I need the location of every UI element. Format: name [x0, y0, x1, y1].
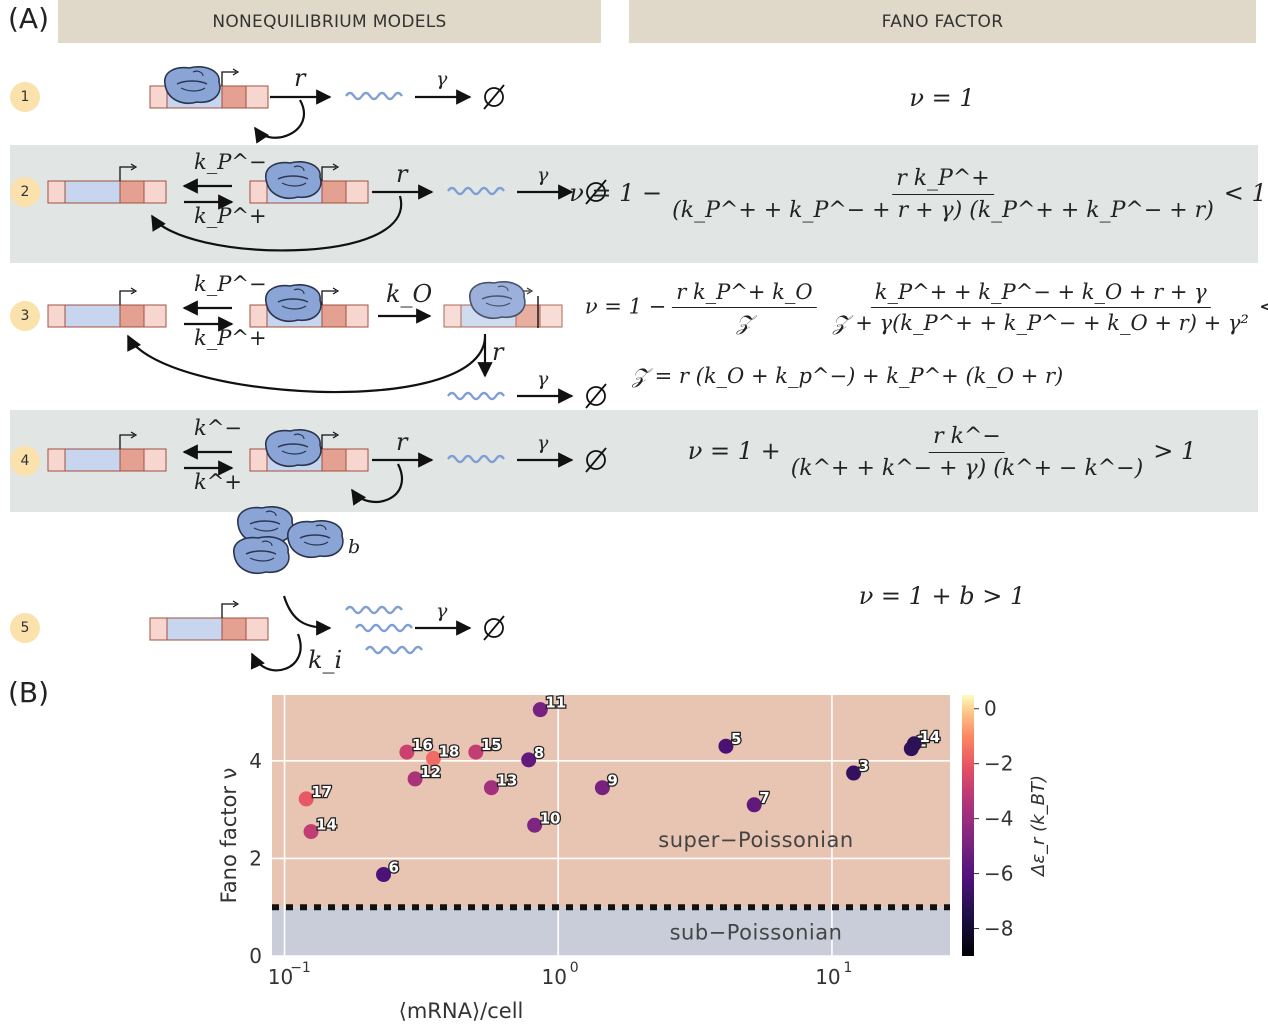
colorbar-label: Δε_r (k_BT): [1028, 775, 1049, 878]
y-axis-label: Fano factor ν: [217, 768, 241, 904]
y-tick-label: 0: [249, 944, 262, 968]
fano-equation-2: ν = 1 − r k_P^+ (k_P^+ + k_P^− + r + γ) (k…: [569, 166, 1267, 223]
model-4-badge: 4: [10, 446, 40, 476]
data-point: [906, 736, 922, 752]
point-label: 8: [534, 744, 544, 762]
point-label: 6: [389, 859, 399, 877]
sub-poissonian-region: [272, 907, 950, 956]
super-poissonian-label: super−Poissonian: [658, 828, 853, 852]
colorbar-tick-label: −8: [984, 917, 1013, 941]
z-definition: 𝒵 = r (k_O + k_p^−) + k_P^+ (k_O + r): [632, 364, 1064, 388]
point-label: 14: [316, 816, 337, 834]
x-axis-label: ⟨mRNA⟩/cell: [399, 999, 524, 1023]
model-2-band: [10, 145, 1258, 263]
x-tick-label: 10: [815, 965, 840, 989]
rate-k-minus-4: k^−: [194, 416, 242, 440]
rate-gamma-4: γ: [537, 432, 549, 454]
colorbar: [962, 695, 974, 956]
model-4-band: [10, 410, 1258, 512]
data-point: [376, 867, 392, 883]
point-label: 16: [412, 736, 433, 754]
data-point: [399, 744, 415, 760]
rate-k-plus-4: k^+: [194, 470, 242, 494]
data-point: [468, 744, 484, 760]
x-tick-label: 10: [268, 965, 293, 989]
point-label: 9: [607, 772, 617, 790]
rate-ki-5: k_i: [308, 646, 343, 674]
rate-gamma-1: γ: [436, 68, 448, 90]
rate-r-1: r: [294, 64, 306, 92]
data-point: [532, 702, 548, 718]
y-tick-label: 2: [249, 846, 262, 870]
point-label: 18: [438, 742, 459, 760]
model-1-badge: 1: [10, 82, 40, 112]
x-tick-exponent: 1: [843, 960, 852, 976]
rate-kp-plus-3: k_P^+: [194, 326, 267, 350]
data-point: [746, 797, 762, 813]
data-point: [407, 771, 423, 787]
point-label: 12: [420, 763, 441, 781]
rate-kp-minus-2: k_P^−: [194, 150, 267, 174]
sub-poissonian-label: sub−Poissonian: [670, 921, 843, 945]
rate-kp-minus-3: k_P^−: [194, 272, 267, 296]
rate-r-3: r: [492, 338, 504, 366]
colorbar-tick-label: −4: [984, 807, 1013, 831]
data-point: [483, 780, 499, 796]
super-poissonian-region: [272, 695, 950, 908]
model-5-badge: 5: [10, 613, 40, 643]
data-point: [298, 791, 314, 807]
data-point: [846, 765, 862, 781]
colorbar-tick-label: 0: [984, 697, 997, 721]
point-label: 5: [731, 730, 741, 748]
x-tick-label: 10: [542, 965, 567, 989]
colorbar-tick-label: −2: [984, 752, 1013, 776]
header-nonequilibrium-models: NONEQUILIBRIUM MODELS: [58, 0, 601, 43]
fano-equation-4: ν = 1 + r k^− (k^+ + k^− + γ) (k^+ − k^−) >…: [687, 424, 1197, 481]
model-3-badge: 3: [10, 301, 40, 331]
rate-gamma-3: γ: [537, 368, 549, 390]
x-tick-exponent: 0: [570, 960, 579, 976]
point-label: 7: [759, 789, 769, 807]
rate-b-5: b: [348, 536, 361, 558]
panel-b-letter: (B): [8, 676, 50, 709]
data-point: [425, 750, 441, 766]
rate-gamma-5: γ: [436, 600, 448, 622]
rate-ko-3: k_O: [386, 280, 433, 308]
data-point: [594, 780, 610, 796]
data-point: [718, 738, 734, 754]
model-2-badge: 2: [10, 177, 40, 207]
point-label: 3: [859, 757, 869, 775]
panel-a-letter: (A): [8, 2, 50, 35]
point-label: 15: [481, 736, 502, 754]
y-tick-label: 4: [249, 749, 262, 773]
model-schematics: [47, 65, 607, 672]
point-label: 10: [540, 809, 561, 827]
point-label: 17: [311, 783, 332, 801]
x-tick-exponent: −1: [290, 960, 311, 976]
point-label: 11: [545, 694, 566, 712]
fano-equation-5: ν = 1 + b > 1: [858, 582, 1026, 610]
header-fano-factor: FANO FACTOR: [629, 0, 1256, 43]
data-point: [303, 824, 319, 840]
point-label: 13: [496, 772, 517, 790]
fano-equation-1: ν = 1: [909, 84, 975, 112]
rate-r-2: r: [396, 160, 408, 188]
rate-kp-plus-2: k_P^+: [194, 204, 267, 228]
data-point: [527, 817, 543, 833]
colorbar-tick-label: −6: [984, 862, 1013, 886]
rate-r-4: r: [396, 428, 408, 456]
rate-gamma-2: γ: [537, 164, 549, 186]
point-label: 14: [919, 728, 940, 746]
data-point: [521, 752, 537, 768]
